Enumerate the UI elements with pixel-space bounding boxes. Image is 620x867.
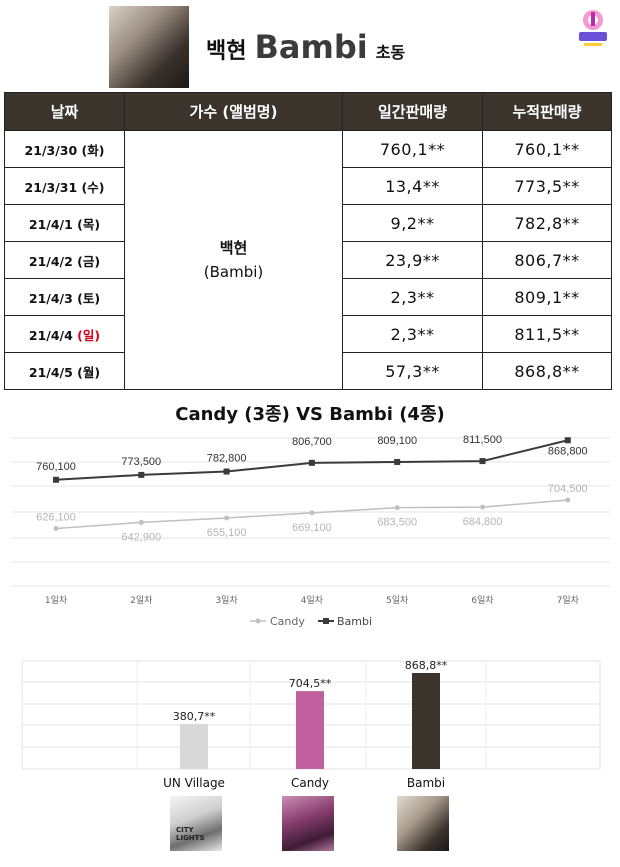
x-tick-label: 3일차	[215, 594, 238, 606]
data-label-bambi: 811,500	[463, 434, 502, 446]
legend-candy-marker	[255, 618, 261, 624]
bar-category-label: Bambi	[407, 776, 445, 790]
bar-candy	[296, 691, 324, 769]
bambi-album-thumbnail	[397, 796, 449, 851]
data-point-candy	[480, 504, 485, 510]
bar-bambi	[412, 673, 440, 769]
cumulative-cell: 760,1**	[482, 130, 612, 168]
cumulative-cell: 811,5**	[482, 315, 612, 353]
data-label-bambi: 760,100	[36, 461, 76, 473]
data-label-bambi: 806,700	[292, 436, 332, 448]
cumulative-cell: 782,8**	[482, 204, 612, 242]
x-tick-label: 1일차	[45, 594, 68, 606]
date-cell: 21/4/4 (일)	[4, 315, 125, 353]
data-point-bambi	[138, 471, 145, 478]
artist-name: 백현	[219, 239, 248, 257]
data-point-candy	[394, 505, 400, 511]
data-point-candy	[224, 515, 230, 521]
data-label-bambi: 809,100	[377, 435, 417, 447]
date-cell: 21/3/31 (수)	[4, 167, 125, 205]
line-chart: 626,100 642,900 655,100 669,100 683,500 684,8…	[12, 434, 610, 628]
x-tick-label: 7일차	[557, 594, 580, 606]
sunday-day: (일)	[77, 327, 101, 343]
date-cell: 21/3/30 (화)	[4, 130, 125, 168]
line-chart-title: Candy (3종) VS Bambi (4종)	[175, 404, 445, 425]
cumulative-cell: 773,5**	[482, 167, 612, 205]
date-cell: 21/4/3 (토)	[4, 278, 125, 316]
header-daily: 일간판매량	[342, 92, 483, 131]
artist-cell: 백현 (Bambi)	[124, 130, 343, 390]
data-label-candy: 626,100	[36, 512, 76, 524]
x-tick-label: 4일차	[301, 594, 324, 606]
data-label-candy: 655,100	[207, 527, 247, 539]
daily-cell: 2,3**	[342, 278, 483, 316]
legend-candy-label: Candy	[270, 615, 305, 628]
bar-value-label: 868,8**	[405, 659, 448, 672]
daily-cell: 9,2**	[342, 204, 483, 242]
artist-album: (Bambi)	[203, 263, 264, 281]
table-row: 21/4/5 (월) 57,3** 868,8**	[4, 352, 612, 390]
hanteo-logo	[579, 10, 607, 46]
data-label-bambi: 782,800	[207, 453, 247, 465]
data-point-bambi	[479, 458, 486, 465]
table-row: 21/4/4 (일) 2,3** 811,5**	[4, 315, 612, 353]
x-tick-label: 2일차	[130, 594, 153, 606]
date-cell: 21/4/5 (월)	[4, 352, 125, 390]
data-point-candy	[565, 497, 571, 503]
data-label-candy: 684,800	[463, 516, 503, 528]
data-label-bambi: 868,800	[548, 445, 588, 457]
bar-value-label: 380,7**	[173, 710, 216, 723]
album-photo-top	[109, 6, 189, 88]
table-row: 21/3/30 (화) 백현 (Bambi) 760,1** 760,1**	[4, 130, 612, 390]
cumulative-cell: 806,7**	[482, 241, 612, 279]
table-row: 21/4/2 (금) 23,9** 806,7**	[4, 241, 612, 279]
cumulative-cell: 809,1**	[482, 278, 612, 316]
table-row: 21/4/1 (목) 9,2** 782,8**	[4, 204, 612, 242]
unvillage-thumb-text: CITY LIGHTS	[176, 826, 205, 842]
x-tick-label: 6일차	[471, 594, 494, 606]
data-point-bambi	[564, 437, 571, 444]
bar-value-label: 704,5**	[289, 677, 332, 690]
data-label-candy: 642,900	[121, 531, 161, 543]
bar-category-label: Candy	[291, 776, 329, 790]
data-point-bambi	[308, 459, 315, 466]
daily-cell: 23,9**	[342, 241, 483, 279]
daily-cell: 760,1**	[342, 130, 483, 168]
data-point-candy	[309, 510, 315, 516]
legend-bambi-marker	[323, 618, 329, 624]
bar-category-label: UN Village	[163, 776, 225, 790]
daily-cell: 57,3**	[342, 352, 483, 390]
page-title: 백현 Bambi 초동	[206, 28, 405, 72]
cumulative-cell: 868,8**	[482, 352, 612, 390]
data-label-bambi: 773,500	[121, 456, 161, 468]
bar-un-village	[180, 723, 208, 769]
bar-chart: 380,7** UN Village 704,5** Candy 868,8** Bamb…	[21, 659, 601, 790]
x-tick-label: 5일차	[386, 594, 409, 606]
date-text: 21/4/4	[28, 327, 73, 343]
candy-album-thumbnail	[282, 796, 334, 851]
daily-cell: 13,4**	[342, 167, 483, 205]
title-album: Bambi	[254, 28, 368, 66]
date-cell: 21/4/1 (목)	[4, 204, 125, 242]
date-cell: 21/4/2 (금)	[4, 241, 125, 279]
data-label-candy: 683,500	[377, 517, 417, 529]
daily-cell: 2,3**	[342, 315, 483, 353]
legend-bambi-label: Bambi	[337, 615, 372, 628]
data-point-bambi	[53, 476, 59, 483]
header-artist: 가수 (앨범명)	[124, 92, 343, 131]
title-suffix: 초동	[375, 43, 406, 62]
sales-table: 날짜 가수 (앨범명) 일간판매량 누적판매량 21/3/30 (화) 백현 (…	[4, 92, 612, 390]
data-point-bambi	[223, 468, 230, 475]
data-point-bambi	[394, 458, 401, 465]
header-cumulative: 누적판매량	[482, 92, 612, 131]
data-label-candy: 669,100	[292, 522, 332, 534]
unvillage-album-thumbnail: CITY LIGHTS	[170, 796, 222, 851]
header-date: 날짜	[4, 92, 125, 131]
table-row: 21/3/31 (수) 13,4** 773,5**	[4, 167, 612, 205]
data-label-candy: 704,500	[548, 483, 588, 495]
data-point-candy	[53, 526, 59, 532]
data-point-candy	[138, 519, 144, 525]
title-artist: 백현	[206, 39, 247, 64]
